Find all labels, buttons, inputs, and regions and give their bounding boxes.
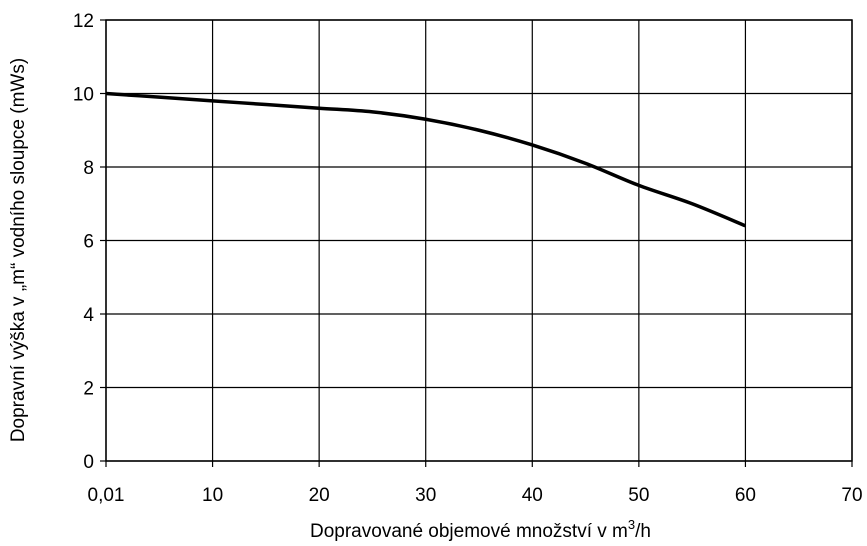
x-tick-label: 40 bbox=[522, 485, 543, 506]
y-tick-label: 4 bbox=[83, 305, 94, 326]
y-tick-labels: 0 2 4 6 8 10 12 bbox=[73, 11, 95, 473]
x-axis-title: Dopravované objemové množství v m3/h bbox=[310, 517, 651, 542]
series-line bbox=[105, 91, 747, 228]
x-tick-label: 0,01 bbox=[88, 485, 125, 506]
x-tick-label: 20 bbox=[309, 485, 330, 506]
y-tick-label: 6 bbox=[83, 232, 94, 253]
x-tick-label: 70 bbox=[841, 485, 862, 506]
y-tick-label: 12 bbox=[73, 11, 94, 32]
x-tick-label: 30 bbox=[415, 485, 436, 506]
x-tick-label: 50 bbox=[628, 485, 649, 506]
axis-ticks bbox=[100, 19, 853, 467]
grid bbox=[105, 19, 853, 462]
x-tick-label: 10 bbox=[202, 485, 223, 506]
y-tick-label: 0 bbox=[83, 452, 94, 473]
x-axis-title-superscript: 3 bbox=[628, 517, 635, 532]
y-tick-label: 10 bbox=[73, 85, 94, 106]
series-layer bbox=[105, 91, 747, 228]
x-tick-label: 60 bbox=[735, 485, 756, 506]
y-tick-label: 2 bbox=[83, 379, 94, 400]
x-axis-title-tail: /h bbox=[635, 521, 651, 542]
y-axis-title: Dopravní výška v „m“ vodního sloupce (mW… bbox=[8, 58, 29, 442]
y-tick-label: 8 bbox=[83, 158, 94, 179]
x-tick-labels: 0,01 10 20 30 40 50 60 70 bbox=[88, 485, 863, 506]
